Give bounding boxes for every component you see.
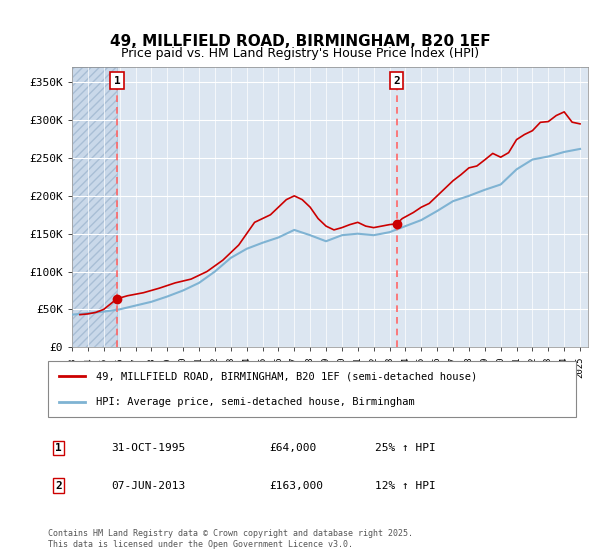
Text: 49, MILLFIELD ROAD, BIRMINGHAM, B20 1EF (semi-detached house): 49, MILLFIELD ROAD, BIRMINGHAM, B20 1EF … xyxy=(95,371,477,381)
Text: 31-OCT-1995: 31-OCT-1995 xyxy=(112,443,185,453)
Text: Price paid vs. HM Land Registry's House Price Index (HPI): Price paid vs. HM Land Registry's House … xyxy=(121,46,479,60)
Text: HPI: Average price, semi-detached house, Birmingham: HPI: Average price, semi-detached house,… xyxy=(95,396,414,407)
Text: 07-JUN-2013: 07-JUN-2013 xyxy=(112,480,185,491)
FancyBboxPatch shape xyxy=(48,361,576,417)
Text: Contains HM Land Registry data © Crown copyright and database right 2025.
This d: Contains HM Land Registry data © Crown c… xyxy=(48,529,413,549)
Text: 1: 1 xyxy=(113,76,121,86)
Text: £64,000: £64,000 xyxy=(270,443,317,453)
Text: 1: 1 xyxy=(55,443,62,453)
Text: 49, MILLFIELD ROAD, BIRMINGHAM, B20 1EF: 49, MILLFIELD ROAD, BIRMINGHAM, B20 1EF xyxy=(110,35,490,49)
Bar xyxy=(72,67,117,347)
Text: 2: 2 xyxy=(55,480,62,491)
Text: 25% ↑ HPI: 25% ↑ HPI xyxy=(376,443,436,453)
Text: 12% ↑ HPI: 12% ↑ HPI xyxy=(376,480,436,491)
Text: £163,000: £163,000 xyxy=(270,480,324,491)
Text: 2: 2 xyxy=(393,76,400,86)
